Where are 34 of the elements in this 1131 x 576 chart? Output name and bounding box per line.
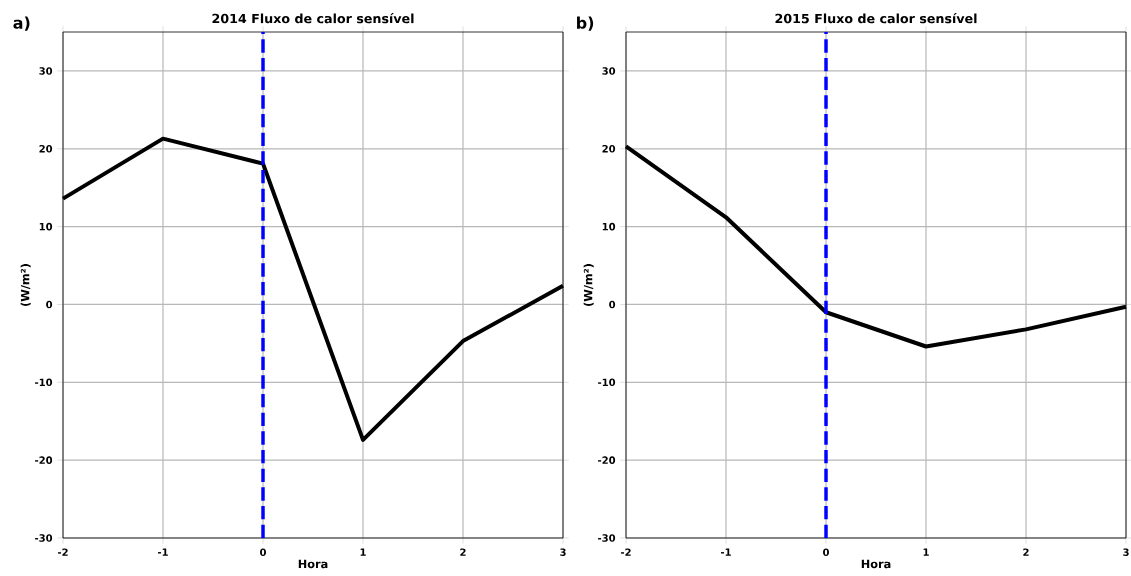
x-tick-label: -1 xyxy=(158,548,168,556)
y-axis-title: (W/m²) xyxy=(583,264,594,306)
y-tick-label: -30 xyxy=(35,534,53,542)
chart-title: 2015 Fluxo de calor sensível xyxy=(775,12,977,24)
chart-title: 2014 Fluxo de calor sensível xyxy=(212,12,414,24)
y-tick-label: -30 xyxy=(598,534,616,542)
y-tick-label: 20 xyxy=(39,144,53,153)
x-tick-label: -1 xyxy=(721,548,731,556)
x-axis-title: Hora xyxy=(861,559,891,569)
y-tick-label: 10 xyxy=(39,222,53,231)
x-tick-label: 3 xyxy=(560,548,566,556)
y-tick-label: -20 xyxy=(35,456,53,464)
y-tick-label: 20 xyxy=(602,144,616,153)
x-tick-label: 3 xyxy=(1123,548,1129,556)
x-tick-label: 0 xyxy=(260,548,267,556)
y-tick-label: 30 xyxy=(602,67,616,75)
text: b) xyxy=(577,16,594,31)
y-tick-label: -10 xyxy=(35,378,53,387)
x-tick-label: 2 xyxy=(1023,548,1029,556)
x-tick-label: 1 xyxy=(360,548,366,556)
y-tick-label: 30 xyxy=(39,67,53,75)
y-tick-label: 0 xyxy=(46,300,53,309)
x-tick-label: 0 xyxy=(823,548,830,556)
y-axis-title: (W/m²) xyxy=(20,264,31,306)
text: a) xyxy=(13,16,30,31)
y-tick-label: -10 xyxy=(598,378,616,387)
x-tick-label: -2 xyxy=(621,548,631,556)
x-axis-title: Hora xyxy=(298,559,328,569)
y-tick-label: -20 xyxy=(598,456,616,464)
x-tick-label: 2 xyxy=(460,548,466,556)
x-tick-label: 1 xyxy=(923,548,929,556)
x-tick-label: -2 xyxy=(58,548,68,556)
y-tick-label: 0 xyxy=(609,300,616,309)
y-tick-label: 10 xyxy=(602,222,616,231)
